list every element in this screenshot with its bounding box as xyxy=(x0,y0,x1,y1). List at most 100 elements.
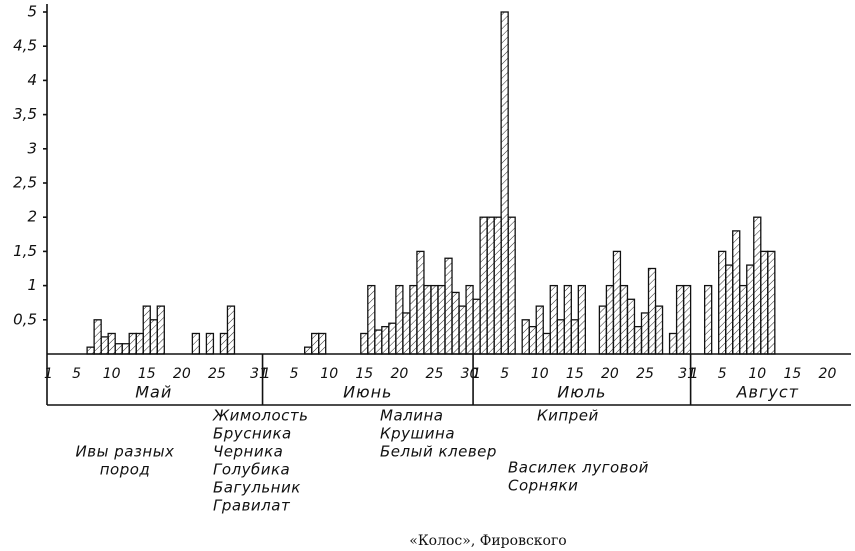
x-tick-label: 25 xyxy=(426,366,444,382)
bar xyxy=(444,257,453,355)
bar xyxy=(612,250,622,355)
bar xyxy=(549,284,558,355)
bar xyxy=(563,284,572,355)
bar xyxy=(521,319,530,355)
bar xyxy=(311,332,320,355)
bar xyxy=(654,305,664,355)
x-tick-label: 1 xyxy=(690,366,699,382)
bar xyxy=(107,332,116,355)
x-tick-label: 25 xyxy=(636,366,654,382)
bar xyxy=(381,325,390,355)
bar xyxy=(577,284,587,355)
x-tick-label: 15 xyxy=(138,366,156,382)
x-tick-label: 5 xyxy=(718,366,727,382)
y-tick-label: 3,5 xyxy=(13,105,37,123)
bar xyxy=(486,216,495,355)
annotation: Гравилат xyxy=(213,497,291,515)
y-tick-label: 4 xyxy=(27,71,37,89)
bar xyxy=(226,305,236,355)
annotation: Кипрей xyxy=(537,407,599,425)
bar xyxy=(619,284,629,355)
bar xyxy=(493,216,502,355)
bar xyxy=(121,343,130,355)
x-tick-label: 31 xyxy=(678,366,696,382)
bar xyxy=(402,312,411,355)
bar xyxy=(416,250,425,355)
annotation: Крушина xyxy=(380,425,455,443)
x-tick-label: 5 xyxy=(72,366,81,382)
annotation: Голубика xyxy=(213,461,290,479)
x-tick-label: 31 xyxy=(250,366,268,382)
bar xyxy=(605,284,615,355)
bar xyxy=(682,284,692,355)
bar xyxy=(430,284,439,355)
x-tick-label: 10 xyxy=(531,366,549,382)
bar xyxy=(542,332,551,355)
month-label: Июль xyxy=(557,383,606,402)
x-tick-label: 10 xyxy=(320,366,338,382)
bar xyxy=(465,284,474,355)
annotation: Василек луговой xyxy=(508,459,649,477)
bar xyxy=(746,264,755,355)
annotation: Малина xyxy=(380,407,443,425)
bar xyxy=(303,346,313,355)
x-tick-label: 20 xyxy=(819,366,837,382)
annotation: Черника xyxy=(213,443,283,461)
y-tick-label: 4,5 xyxy=(13,37,37,55)
x-tick-label: 20 xyxy=(173,366,191,382)
x-tick-label: 15 xyxy=(783,366,801,382)
bar xyxy=(142,305,151,355)
bar xyxy=(753,216,762,355)
bar xyxy=(451,291,460,355)
bar xyxy=(318,332,327,355)
annotation: Ивы разных xyxy=(76,443,175,461)
bar xyxy=(626,298,636,355)
annotation: Сорняки xyxy=(508,477,578,495)
bar xyxy=(367,284,376,355)
x-tick-label: 1 xyxy=(44,366,53,382)
annotation: Багульник xyxy=(213,479,301,497)
bar xyxy=(360,332,369,355)
bar xyxy=(374,329,383,355)
bar xyxy=(640,312,650,355)
y-tick-label: 3 xyxy=(27,139,37,157)
annotation: Брусника xyxy=(213,425,292,443)
bar xyxy=(388,322,397,355)
x-tick-label: 30 xyxy=(461,366,479,382)
bar xyxy=(395,284,404,355)
bar xyxy=(767,250,776,355)
y-tick-label: 5 xyxy=(27,3,37,21)
x-tick-label: 15 xyxy=(566,366,584,382)
annotation: Жимолость xyxy=(212,407,309,425)
bar xyxy=(114,343,123,355)
month-label: Август xyxy=(736,383,799,402)
annotation: пород xyxy=(100,461,151,479)
bar xyxy=(718,250,727,355)
bar xyxy=(86,346,95,355)
y-tick-label: 1 xyxy=(27,276,37,294)
bar xyxy=(507,216,516,355)
x-tick-label: 10 xyxy=(748,366,766,382)
bar xyxy=(423,284,432,355)
x-tick-label: 5 xyxy=(500,366,509,382)
bar xyxy=(633,325,643,355)
bar xyxy=(703,284,713,355)
x-tick-label: 1 xyxy=(262,366,271,382)
bar xyxy=(668,332,678,355)
x-tick-label: 20 xyxy=(390,366,408,382)
bar xyxy=(437,284,446,355)
x-tick-label: 1 xyxy=(472,366,481,382)
caption: «Колос», Фировского xyxy=(409,533,566,549)
x-tick-label: 25 xyxy=(208,366,226,382)
y-tick-label: 0,5 xyxy=(13,310,37,328)
bar xyxy=(156,305,165,355)
y-tick-label: 1,5 xyxy=(13,242,37,260)
y-tick-label: 2 xyxy=(27,208,37,226)
bar xyxy=(100,336,109,355)
y-tick-label: 2,5 xyxy=(13,174,37,192)
bar xyxy=(535,305,544,355)
bar xyxy=(135,332,144,355)
bar xyxy=(149,319,158,355)
